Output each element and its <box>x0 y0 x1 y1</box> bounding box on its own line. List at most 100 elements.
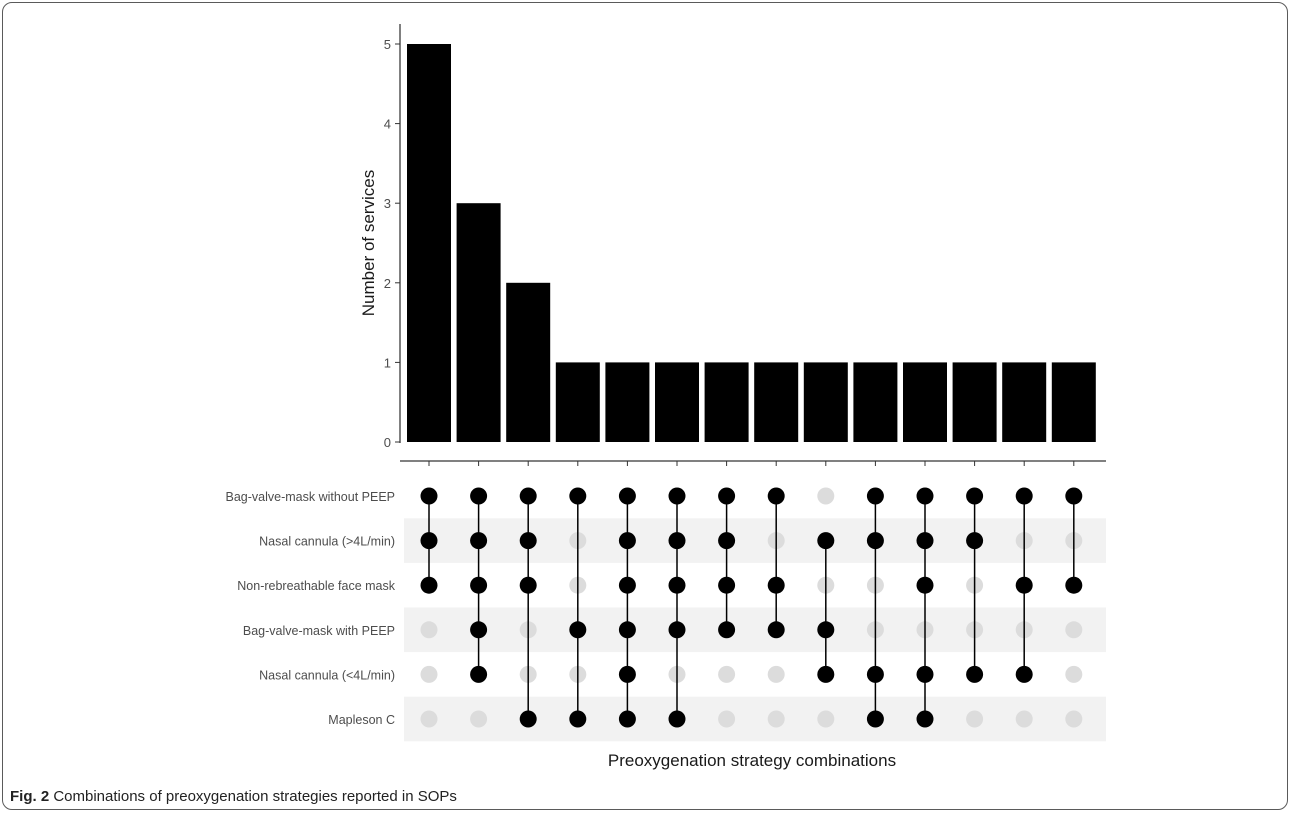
matrix-dot-filled <box>470 576 488 594</box>
matrix-dot-filled <box>618 621 636 639</box>
matrix-dot-filled <box>866 487 884 505</box>
matrix-dot-filled <box>618 532 636 550</box>
bar <box>655 362 699 442</box>
matrix-dot-empty <box>817 710 835 728</box>
matrix-dot-filled <box>767 576 785 594</box>
matrix-dot-filled <box>1065 576 1083 594</box>
matrix-dot-filled <box>420 576 438 594</box>
bar <box>853 362 898 442</box>
matrix-dot-empty <box>420 621 438 639</box>
matrix-dot-empty <box>1065 665 1083 683</box>
matrix-dot-filled <box>618 487 636 505</box>
y-tick-label: 0 <box>384 435 391 450</box>
matrix-dot-filled <box>420 487 438 505</box>
matrix-dot-filled <box>916 665 934 683</box>
matrix-row-band <box>404 518 1106 563</box>
matrix-dot-empty <box>817 487 835 505</box>
matrix-dot-filled <box>817 532 835 550</box>
matrix-dot-filled <box>1015 487 1033 505</box>
matrix-dot-filled <box>1015 665 1033 683</box>
matrix-dot-filled <box>966 487 984 505</box>
matrix-dot-empty <box>767 665 785 683</box>
y-tick-label: 2 <box>384 276 391 291</box>
matrix-dot-empty <box>420 710 438 728</box>
matrix-dot-filled <box>519 487 537 505</box>
matrix-dot-filled <box>569 621 587 639</box>
set-label: Nasal cannula (<4L/min) <box>259 668 395 682</box>
matrix-dot-empty <box>966 710 984 728</box>
matrix-dot-empty <box>470 710 488 728</box>
bar <box>803 362 848 442</box>
matrix-dot-filled <box>420 532 438 550</box>
matrix-dot-filled <box>767 487 785 505</box>
matrix-dot-filled <box>569 710 587 728</box>
matrix-dot-empty <box>1065 710 1083 728</box>
matrix-dot-filled <box>718 576 736 594</box>
matrix-dot-filled <box>1015 576 1033 594</box>
matrix-dot-filled <box>618 710 636 728</box>
matrix-dot-filled <box>519 532 537 550</box>
y-tick-label: 5 <box>384 37 391 52</box>
matrix-dot-filled <box>966 665 984 683</box>
set-label: Non-rebreathable face mask <box>237 579 395 593</box>
x-axis-title: Preoxygenation strategy combinations <box>608 751 896 770</box>
caption-text: Combinations of preoxygenation strategie… <box>49 788 457 805</box>
bar <box>506 282 551 442</box>
set-label: Bag-valve-mask with PEEP <box>243 624 395 638</box>
matrix-dot-empty <box>1065 621 1083 639</box>
matrix-dot-filled <box>718 621 736 639</box>
bar <box>407 44 451 442</box>
matrix-dot-filled <box>470 532 488 550</box>
matrix-dot-filled <box>668 487 686 505</box>
caption-label: Fig. 2 <box>10 788 50 805</box>
matrix-dot-filled <box>966 532 984 550</box>
axes: 0 1 2 3 4 5 <box>384 24 1106 466</box>
matrix-dot-filled <box>470 665 488 683</box>
set-label: Mapleson C <box>328 713 395 727</box>
bar <box>704 362 749 442</box>
matrix: Bag-valve-mask without PEEP Nasal cannula… <box>225 487 1083 728</box>
matrix-dot-filled <box>668 710 686 728</box>
matrix-dot-filled <box>470 487 488 505</box>
matrix-dot-filled <box>668 621 686 639</box>
matrix-row-band <box>404 696 1106 742</box>
matrix-dot-filled <box>866 532 884 550</box>
y-axis-title: Number of services <box>359 170 378 316</box>
matrix-dot-filled <box>1065 487 1083 505</box>
matrix-dot-empty <box>1015 710 1033 728</box>
matrix-row-band <box>404 607 1106 653</box>
matrix-bands <box>404 518 1106 742</box>
bar <box>754 362 799 442</box>
y-tick-label: 1 <box>384 355 391 370</box>
matrix-dot-filled <box>866 665 884 683</box>
y-tick-label: 4 <box>384 117 391 132</box>
bar <box>952 362 997 442</box>
matrix-dot-filled <box>817 621 835 639</box>
matrix-dot-filled <box>866 710 884 728</box>
bars <box>407 44 1096 442</box>
figure-caption: Fig. 2 Combinations of preoxygenation st… <box>10 788 457 805</box>
matrix-dot-filled <box>668 576 686 594</box>
matrix-dot-filled <box>668 532 686 550</box>
matrix-dot-filled <box>767 621 785 639</box>
matrix-dot-filled <box>618 665 636 683</box>
matrix-dot-empty <box>420 665 438 683</box>
matrix-dot-filled <box>916 532 934 550</box>
matrix-dot-filled <box>519 576 537 594</box>
matrix-dot-filled <box>519 710 537 728</box>
matrix-dot-filled <box>718 487 736 505</box>
matrix-dot-filled <box>916 710 934 728</box>
bar <box>555 362 600 442</box>
set-label: Nasal cannula (>4L/min) <box>259 535 395 549</box>
matrix-dot-filled <box>916 487 934 505</box>
matrix-dot-filled <box>817 665 835 683</box>
bar <box>605 362 650 442</box>
set-label: Bag-valve-mask without PEEP <box>225 490 395 504</box>
matrix-dot-filled <box>569 487 587 505</box>
bar <box>1002 362 1047 442</box>
matrix-dot-filled <box>718 532 736 550</box>
matrix-dot-empty <box>718 665 736 683</box>
matrix-dot-empty <box>767 710 785 728</box>
